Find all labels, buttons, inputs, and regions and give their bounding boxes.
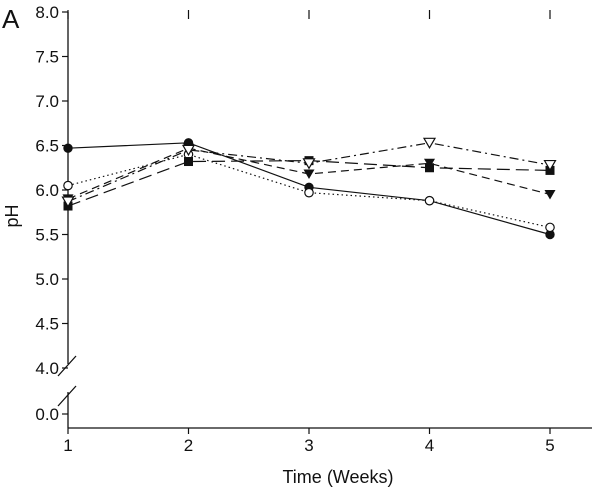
y-tick-label: 7.5 [35,48,59,67]
x-tick-label: 4 [425,436,434,455]
axis-break-mark [57,385,77,407]
y-tick-label: 8.0 [35,3,59,22]
open-circle-dotted-marker [304,187,314,198]
panel-label: A [2,4,20,34]
x-tick-label: 2 [184,436,193,455]
filled-circle-solid-marker [63,143,73,153]
open-triangle-dash-dot-marker [181,144,196,157]
open-triangle-dash-dot-marker [61,196,75,208]
x-axis-title: Time (Weeks) [282,467,393,487]
y-tick-label: 5.0 [35,270,59,289]
open-circle-dotted-marker [545,222,555,233]
open-circle-dotted-marker [424,195,435,206]
y-tick-label: 0.0 [35,405,59,424]
filled-triangle-dash-marker [424,158,435,169]
x-tick-label: 3 [304,436,313,455]
filled-triangle-dash-marker [303,169,315,179]
y-tick-label: 6.5 [35,137,59,156]
open-circle-dotted-marker [63,180,73,191]
y-tick-label: 4.5 [35,315,59,334]
open-triangle-dash-dot-marker [543,159,557,172]
axis-break-mark [57,355,77,377]
x-tick-label: 1 [63,436,72,455]
y-tick-label: 4.0 [35,359,59,378]
filled-square-long-dash-marker [184,157,193,167]
y-tick-label: 6.0 [35,181,59,200]
axes: 8.0 7.5 7.0 6.5 6.0 5.5 5.0 4.5 4.0 0.01 2 3 4 5 [35,3,592,455]
y-tick-label: 5.5 [35,226,59,245]
y-axis-title: pH [2,204,22,227]
series-layer [61,137,557,240]
open-triangle-dash-dot-marker [302,158,316,170]
y-tick-label: 7.0 [35,92,59,111]
open-triangle-dash-dot-marker [422,137,437,150]
filled-triangle-dash-marker [544,189,556,200]
x-tick-label: 5 [545,436,554,455]
